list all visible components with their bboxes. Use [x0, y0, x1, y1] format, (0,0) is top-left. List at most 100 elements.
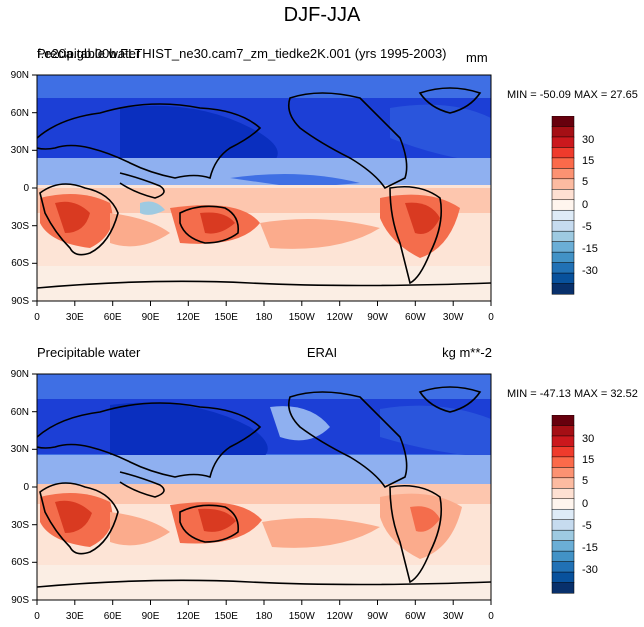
lon-tick: 0	[488, 312, 494, 323]
colorbar-label: 5	[582, 475, 588, 487]
colorbar-label: 5	[582, 176, 588, 188]
colorbar-box	[551, 147, 575, 159]
colorbar-box	[551, 446, 575, 458]
reanalysis-map: 90N 60N 30N 0 30S 60S 90S 0 30E 60E 90E …	[11, 369, 495, 622]
colorbar-box	[551, 488, 575, 500]
lat-tick: 30N	[11, 145, 29, 156]
colorbar-box	[551, 126, 575, 138]
colorbar-boxes	[551, 415, 575, 594]
colorbar-label: -5	[582, 221, 592, 233]
lat-tick: 60S	[11, 557, 29, 568]
lon-tick: 120E	[177, 611, 201, 622]
colorbar-box	[551, 498, 575, 510]
lon-axis: 0 30E 60E 90E 120E 150E 180 150W 120W 90…	[34, 600, 494, 622]
colorbar-box	[551, 189, 575, 201]
lon-tick: 150E	[215, 611, 239, 622]
panel-center-label: f.e20a.gb.00b.FLTHIST_ne30.cam7_zm_tiedk…	[37, 46, 447, 61]
colorbar-box	[551, 540, 575, 552]
lon-tick: 60E	[104, 312, 122, 323]
colorbar-box	[551, 550, 575, 563]
colorbar-label: 15	[582, 454, 594, 466]
colorbar-box	[551, 136, 575, 148]
colorbar-label: -30	[582, 265, 598, 277]
lon-tick: 30E	[66, 611, 84, 622]
colorbar-label: 15	[582, 155, 594, 167]
lat-axis: 90N 60N 30N 0 30S 60S 90S	[11, 369, 37, 606]
colorbar-box	[551, 241, 575, 253]
lon-tick: 60E	[104, 611, 122, 622]
colorbar-box	[551, 157, 575, 169]
lat-tick: 60N	[11, 407, 29, 418]
panel-reanalysis: Precipitable water ERAI kg m**-2 MIN = -…	[0, 337, 644, 627]
lon-tick: 60W	[405, 312, 426, 323]
colorbar-boxes	[551, 116, 575, 295]
lon-axis: 0 30E 60E 90E 120E 150E 180 150W 120W 90…	[34, 301, 494, 323]
lon-tick: 180	[256, 611, 273, 622]
colorbar-label: 0	[582, 498, 588, 510]
colorbar-label: 30	[582, 433, 594, 445]
colorbar-box	[551, 220, 575, 232]
panel-model: Precipitable water f.e20a.gb.00b.FLTHIST…	[0, 38, 644, 328]
panel-units-label: mm	[466, 50, 488, 65]
colorbar-box	[551, 230, 575, 243]
lat-tick: 90N	[11, 70, 29, 81]
lon-tick: 120E	[177, 312, 201, 323]
lon-tick: 90E	[142, 312, 160, 323]
lon-tick: 150W	[289, 312, 316, 323]
colorbar-box	[551, 262, 575, 274]
lon-tick: 30W	[443, 312, 464, 323]
colorbar-box	[551, 582, 575, 594]
colorbar-box	[551, 209, 575, 222]
lon-tick: 150E	[215, 312, 239, 323]
lat-tick: 60S	[11, 258, 29, 269]
lon-tick: 30E	[66, 312, 84, 323]
lon-tick: 60W	[405, 611, 426, 622]
lon-tick: 120W	[327, 611, 354, 622]
panel-left-label: Precipitable water	[37, 46, 141, 61]
colorbar-box	[551, 529, 575, 542]
lat-tick: 30S	[11, 221, 29, 232]
lat-tick: 90S	[11, 296, 29, 307]
colorbar-box	[551, 467, 575, 479]
lat-tick: 30N	[11, 444, 29, 455]
colorbar-label: -15	[582, 243, 598, 255]
colorbar-box	[551, 456, 575, 468]
colorbar-box	[551, 571, 575, 584]
colorbar-box	[551, 272, 575, 285]
colorbar-box	[551, 508, 575, 521]
colorbar-box	[551, 199, 575, 211]
lat-tick: 0	[23, 183, 29, 194]
lat-tick: 0	[23, 482, 29, 493]
colorbar-label: -30	[582, 564, 598, 576]
colorbar-box	[551, 116, 575, 128]
colorbar-box	[551, 561, 575, 573]
colorbar-box	[551, 425, 575, 437]
lat-axis: 90N 60N 30N 0 30S 60S 90S	[11, 70, 37, 307]
panel-left-label: Precipitable water	[37, 345, 141, 360]
lon-tick: 30W	[443, 611, 464, 622]
lon-tick: 180	[256, 312, 273, 323]
min-max-label: MIN = -47.13 MAX = 32.52	[507, 388, 638, 400]
colorbar-box	[551, 178, 575, 190]
min-max-label: MIN = -50.09 MAX = 27.65	[507, 89, 638, 101]
colorbar: 30 15 5 0 -5 -15 -30	[551, 415, 598, 594]
panel-units-label: kg m**-2	[442, 345, 492, 360]
lon-tick: 0	[34, 611, 40, 622]
lon-tick: 0	[488, 611, 494, 622]
lon-tick: 120W	[327, 312, 354, 323]
lon-tick: 150W	[289, 611, 316, 622]
colorbar-box	[551, 251, 575, 264]
model-map: 90N 60N 30N 0 30S 60S 90S 0 30E 60E 90E …	[11, 70, 495, 323]
colorbar-label: -5	[582, 520, 592, 532]
panel-center-label: ERAI	[306, 345, 338, 360]
lon-tick: 90W	[367, 611, 388, 622]
lon-tick: 90W	[367, 312, 388, 323]
colorbar-box	[551, 435, 575, 447]
lat-tick: 30S	[11, 520, 29, 531]
lat-tick: 90S	[11, 595, 29, 606]
model-coastlines	[37, 87, 491, 289]
lon-tick: 90E	[142, 611, 160, 622]
colorbar-label: -15	[582, 542, 598, 554]
colorbar-label: 0	[582, 199, 588, 211]
colorbar-box	[551, 477, 575, 489]
